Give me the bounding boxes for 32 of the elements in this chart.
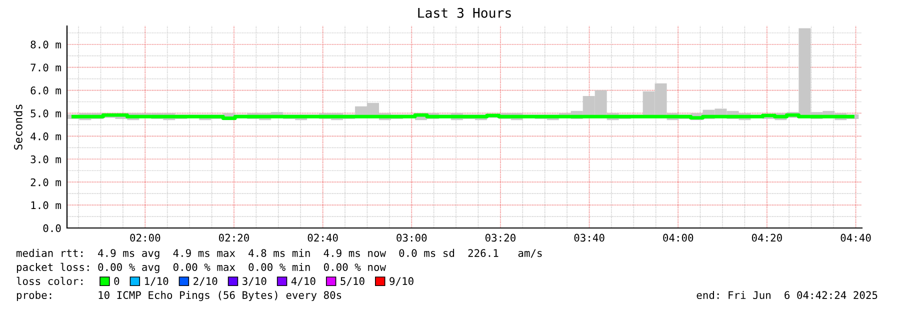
y-tick-label: 0.0 [43, 224, 61, 232]
y-tick-label: 3.0 m [30, 155, 61, 164]
y-tick-label: 6.0 m [30, 86, 61, 94]
legend-label: 1/10 [145, 277, 168, 286]
y-axis-title: Seconds [14, 104, 22, 150]
x-tick-label: 03:00 [396, 234, 427, 242]
x-tick-label: 04:00 [663, 234, 694, 242]
x-tick-label: 02:00 [130, 234, 160, 242]
y-tick-label: 4.0 m [30, 132, 61, 140]
x-tick-label: 03:20 [485, 234, 516, 242]
legend-label: 5/10 [340, 277, 364, 286]
legend-label: 2/10 [194, 277, 218, 286]
x-tick-label: 02:20 [218, 234, 249, 242]
x-tick-label: 03:40 [574, 234, 604, 242]
text: median rtt: 4.9 ms avg 4.9 ms max 4.8 ms min 4.9 ms now 0.0 ms sd 226.1 am/s [16, 248, 542, 260]
legend-label: 3/10 [242, 277, 266, 286]
text: packet loss: 0.00 % avg 0.00 % max 0.00 % min 0.00 % now [16, 262, 386, 274]
x-tick-label: 04:40 [840, 234, 871, 242]
x-tick-label: 02:40 [308, 234, 338, 242]
y-tick-label: 5.0 m [30, 109, 61, 118]
text: probe: 10 ICMP Echo Pings (56 Bytes) every 80s [16, 290, 342, 302]
x-tick-label: 04:20 [752, 234, 782, 242]
legend-label: 9/10 [390, 277, 414, 286]
legend-label: 4/10 [291, 277, 316, 286]
y-tick-label: 2.0 m [30, 178, 61, 186]
legend-label: 0 [114, 277, 120, 286]
y-tick-label: 7.0 m [30, 64, 61, 72]
text: end: Fri Jun 6 04:42:24 2025 [696, 290, 878, 300]
chart-title: Last 3 Hours [418, 8, 511, 18]
y-tick-label: 8.0 m [30, 40, 61, 48]
y-tick-label: 1.0 m [31, 201, 61, 210]
legend-title: loss color: [16, 276, 82, 286]
